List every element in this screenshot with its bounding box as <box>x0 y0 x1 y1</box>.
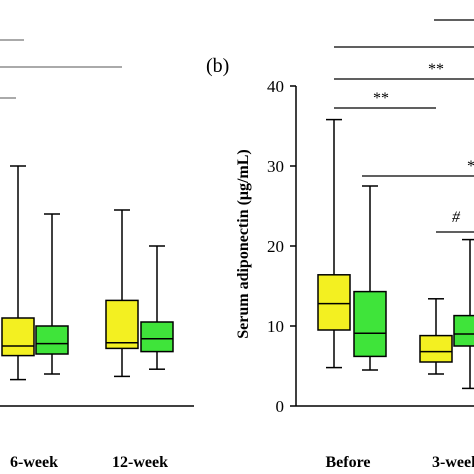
y-tick-label-10: 10 <box>267 317 284 336</box>
panel-a-box-c0-s0 <box>1 165 35 381</box>
panel-a-box-c0-s1-iqr <box>35 325 69 355</box>
panel-b-y-ticks: 0 10 20 30 40 <box>267 77 296 416</box>
panel-b-category-before: Before <box>325 454 370 471</box>
y-tick-label-0: 0 <box>276 397 285 416</box>
panel-b-box-c1-s0-iqr <box>419 334 453 363</box>
sig-marker-2: ** <box>373 90 389 107</box>
panel-b-box-c0-s0 <box>317 118 351 369</box>
panel-a-category-12-week: 12-week <box>112 454 168 471</box>
panel-a-boxes <box>1 165 174 381</box>
sig-marker-4: # <box>452 209 461 226</box>
y-tick-label-40: 40 <box>267 77 284 96</box>
panel-a-box-c1-s1 <box>140 245 174 370</box>
panel-b-box-c0-s1 <box>353 185 387 371</box>
panel-b-box-c0-s0-iqr <box>317 274 351 331</box>
panel-b-box-c1-s0 <box>419 298 453 375</box>
panel-b-box-c0-s1-iqr <box>353 290 387 358</box>
panel-a-box-c0-s1 <box>35 213 69 375</box>
panel-b-box-c1-s1-iqr <box>453 314 474 347</box>
sig-marker-3: * <box>467 158 474 175</box>
y-tick-label-20: 20 <box>267 237 284 256</box>
panel-b-boxes <box>317 118 474 390</box>
panel-a-box-c1-s0-iqr <box>105 299 139 350</box>
panel-b-label: (b) <box>206 55 229 77</box>
panel-a-box-c0-s0-iqr <box>1 317 35 357</box>
panel-a-box-c1-s1-iqr <box>140 321 174 353</box>
panel-a-category-6-week: 6-week <box>10 454 58 471</box>
panel-b-y-axis-label: Serum adiponectin (μg/mL) <box>235 149 252 339</box>
y-tick-label-30: 30 <box>267 157 284 176</box>
panel-b-box-c1-s1 <box>453 238 474 390</box>
sig-marker-1: ** <box>428 61 444 78</box>
panel-b-category-3-week: 3-week <box>432 454 474 471</box>
panel-a-box-c1-s0 <box>105 209 139 378</box>
